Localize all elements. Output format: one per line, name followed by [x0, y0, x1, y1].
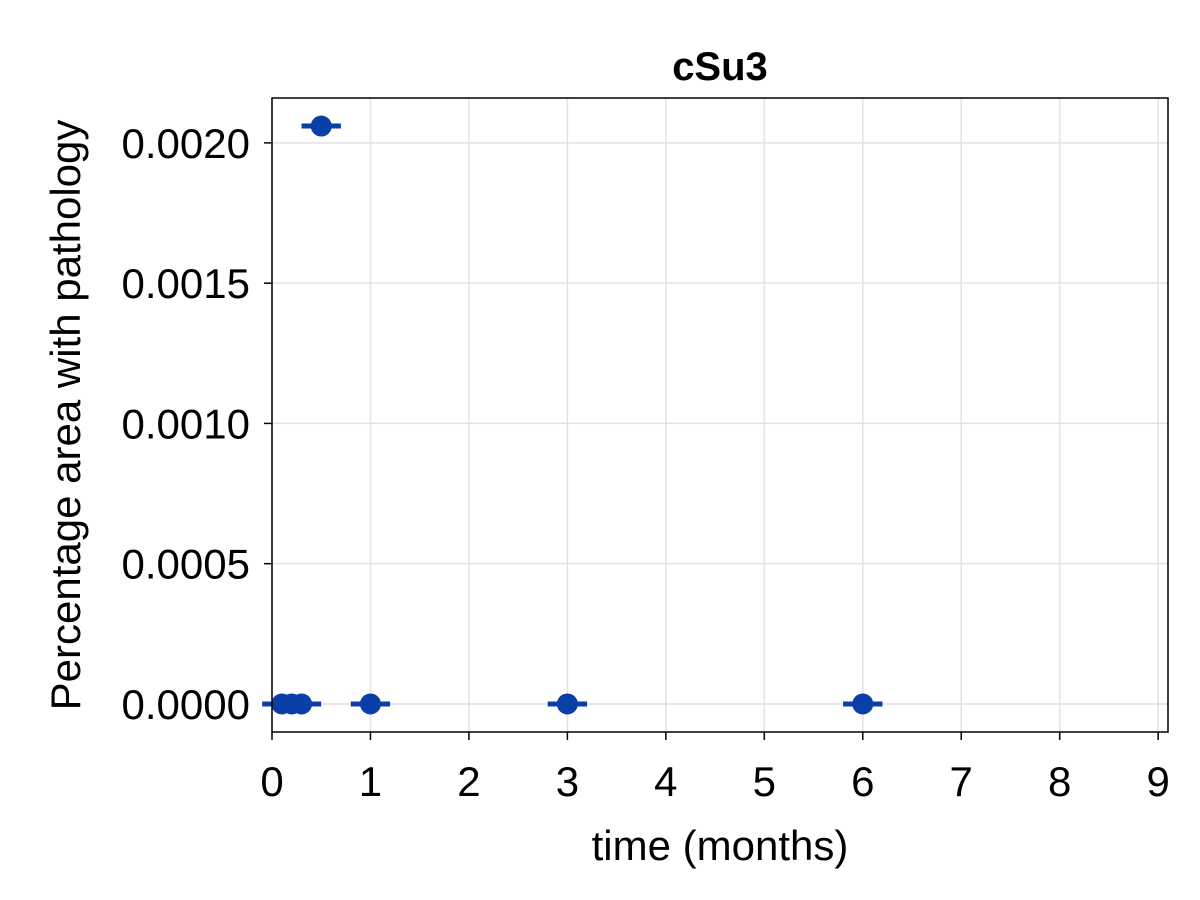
x-axis-label: time (months) — [592, 822, 849, 869]
grid-lines — [271, 98, 1168, 732]
x-axis-ticks: 0 1 2 3 4 5 6 7 8 9 — [260, 732, 1170, 805]
x-tick-label: 0 — [260, 758, 283, 805]
x-tick-label: 8 — [1048, 758, 1071, 805]
data-point — [310, 115, 332, 137]
data-points — [262, 115, 883, 715]
y-tick-label: 0.0000 — [122, 681, 250, 728]
x-tick-label: 3 — [556, 758, 579, 805]
y-tick-label: 0.0015 — [122, 260, 250, 307]
y-tick-label: 0.0010 — [122, 400, 250, 447]
x-tick-label: 4 — [654, 758, 677, 805]
x-tick-label: 1 — [359, 758, 382, 805]
data-point — [359, 693, 381, 715]
data-point — [852, 693, 874, 715]
chart-title: cSu3 — [672, 45, 768, 89]
x-tick-label: 9 — [1146, 758, 1169, 805]
x-tick-label: 5 — [753, 758, 776, 805]
x-tick-label: 7 — [950, 758, 973, 805]
x-tick-label: 2 — [457, 758, 480, 805]
x-tick-label: 6 — [851, 758, 874, 805]
data-point — [291, 693, 313, 715]
y-axis-ticks: 0.0000 0.0005 0.0010 0.0015 0.0020 — [122, 120, 272, 728]
plot-frame — [271, 97, 1169, 733]
data-point — [556, 693, 578, 715]
y-tick-label: 0.0005 — [122, 541, 250, 588]
y-axis-label: Percentage area with pathology — [42, 120, 89, 711]
y-tick-label: 0.0020 — [122, 120, 250, 167]
